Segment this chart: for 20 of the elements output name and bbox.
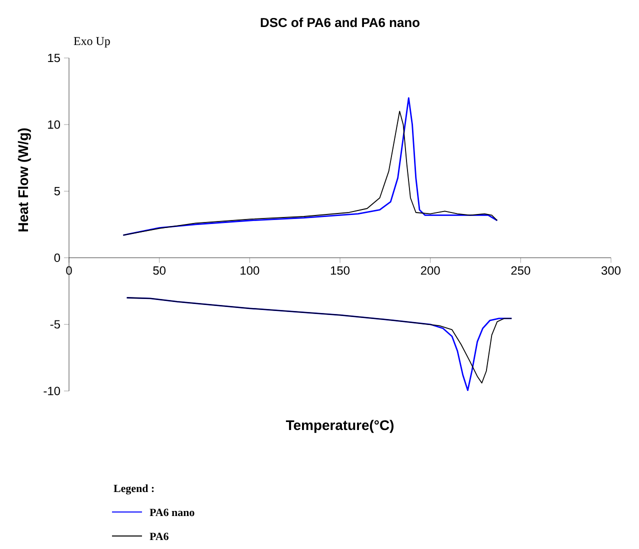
legend-title: Legend :: [114, 484, 154, 494]
y-tick-label: -5: [50, 320, 60, 329]
x-tick-label: 250: [511, 266, 530, 275]
legend-label: PA6: [150, 532, 168, 540]
y-tick-label: 10: [48, 120, 60, 129]
x-tick-label: 0: [66, 266, 72, 275]
y-tick-label: 5: [54, 187, 60, 196]
y-axis-title: Heat Flow (W/g): [18, 128, 31, 232]
x-tick-label: 200: [420, 266, 440, 275]
y-tick-label: -10: [44, 386, 60, 396]
x-axis-title: Temperature(°C): [286, 420, 394, 433]
x-tick-label: 50: [153, 266, 166, 275]
legend-label: PA6 nano: [150, 508, 194, 516]
chart-title: DSC of PA6 and PA6 nano: [260, 18, 420, 28]
text: Exo Up: [74, 37, 110, 48]
x-tick-label: 300: [601, 266, 621, 275]
y-tick-label: 0: [54, 254, 60, 262]
x-tick-label: 150: [330, 266, 350, 275]
x-tick-label: 100: [240, 266, 260, 275]
y-tick-label: 15: [48, 54, 60, 62]
